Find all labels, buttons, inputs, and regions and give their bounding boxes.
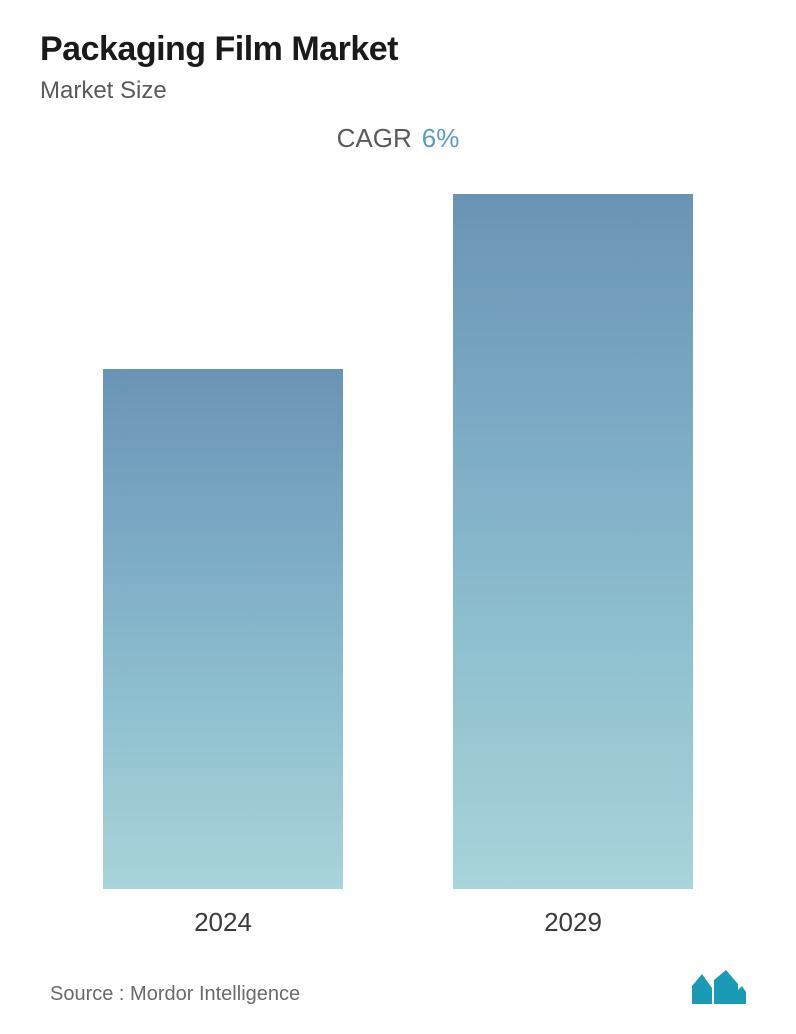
bar-1 — [453, 194, 693, 889]
mordor-intelligence-logo — [690, 968, 746, 1006]
chart-subtitle: Market Size — [40, 77, 756, 105]
chart-title: Packaging Film Market — [40, 30, 756, 69]
bar-label-0: 2024 — [194, 907, 252, 938]
chart-footer: Source : Mordor Intelligence — [40, 938, 756, 1016]
bar-0 — [103, 369, 343, 889]
bar-group-0: 2024 — [103, 369, 343, 938]
chart-area: 2024 2029 — [40, 154, 756, 938]
cagr-value: 6% — [422, 123, 460, 153]
cagr-row: CAGR 6% — [40, 123, 756, 154]
bar-label-1: 2029 — [544, 907, 602, 938]
cagr-label: CAGR — [337, 123, 412, 153]
bar-group-1: 2029 — [453, 194, 693, 938]
chart-container: Packaging Film Market Market Size CAGR 6%… — [0, 0, 796, 1034]
source-text: Source : Mordor Intelligence — [50, 983, 300, 1006]
